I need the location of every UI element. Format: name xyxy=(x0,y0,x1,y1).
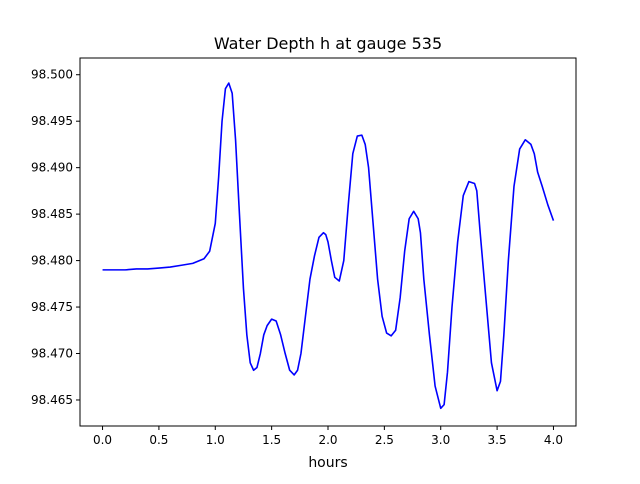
y-tick-label: 98.485 xyxy=(31,207,73,221)
y-tick-label: 98.480 xyxy=(31,254,73,268)
chart-title: Water Depth h at gauge 535 xyxy=(214,34,442,53)
y-tick-label: 98.500 xyxy=(31,68,73,82)
y-tick-label: 98.475 xyxy=(31,300,73,314)
x-tick-label: 0.0 xyxy=(93,433,112,447)
x-tick-label: 4.0 xyxy=(544,433,563,447)
x-tick-label: 3.5 xyxy=(488,433,507,447)
x-axis: 0.0 0.5 1.0 1.5 2.0 2.5 3.0 3.5 4.0 xyxy=(93,426,563,447)
y-tick-label: 98.470 xyxy=(31,347,73,361)
y-tick-label: 98.495 xyxy=(31,114,73,128)
y-axis: 98.465 98.470 98.475 98.480 98.485 98.490 98.4… xyxy=(31,68,80,407)
x-tick-label: 1.5 xyxy=(262,433,281,447)
x-tick-label: 2.5 xyxy=(375,433,394,447)
series-line-0 xyxy=(102,82,555,410)
x-axis-label: hours xyxy=(308,455,347,471)
y-tick-label: 98.465 xyxy=(31,393,73,407)
x-tick-label: 0.5 xyxy=(149,433,168,447)
x-tick-label: 3.0 xyxy=(431,433,450,447)
x-tick-label: 2.0 xyxy=(318,433,337,447)
x-tick-label: 1.0 xyxy=(206,433,225,447)
y-tick-label: 98.490 xyxy=(31,161,73,175)
